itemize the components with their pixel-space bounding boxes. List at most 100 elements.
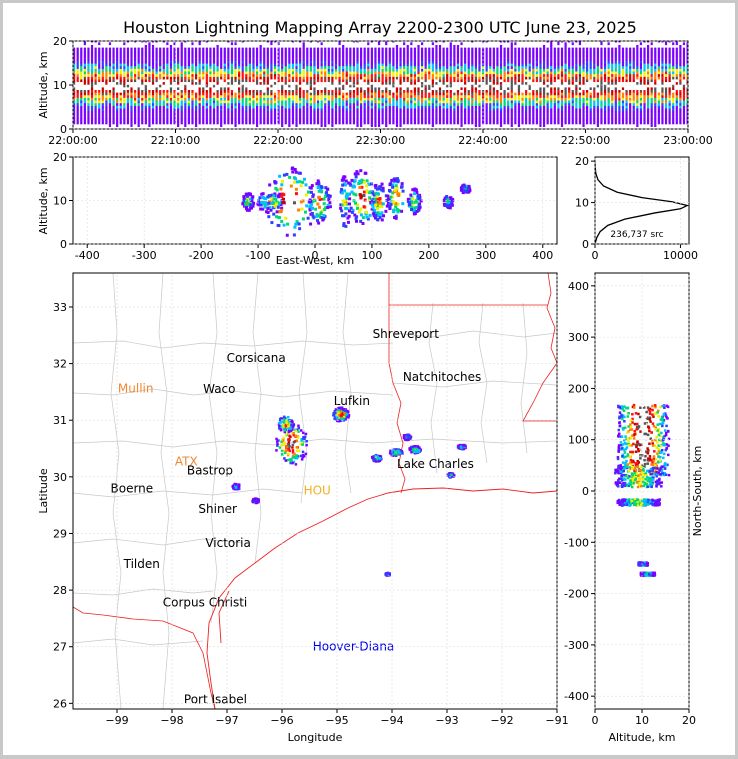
density-cell bbox=[377, 124, 381, 127]
density-cell bbox=[535, 118, 538, 122]
density-cell bbox=[453, 71, 456, 75]
density-cell bbox=[245, 105, 248, 109]
density-cell bbox=[230, 84, 234, 88]
density-cell bbox=[392, 100, 395, 104]
density-cell bbox=[460, 60, 463, 64]
density-cell bbox=[657, 121, 660, 125]
density-cell bbox=[324, 118, 327, 122]
density-cell bbox=[593, 68, 596, 72]
density-cell bbox=[349, 52, 352, 56]
density-cell bbox=[342, 110, 345, 114]
density-cell bbox=[639, 74, 643, 77]
density-cell bbox=[557, 105, 560, 109]
density-cell bbox=[241, 74, 244, 77]
density-cell bbox=[431, 103, 434, 106]
density-cell bbox=[291, 87, 295, 90]
density-cell bbox=[288, 50, 291, 54]
density-cell bbox=[151, 55, 155, 59]
density-cell bbox=[621, 113, 625, 117]
density-cell bbox=[449, 52, 452, 56]
density-cell bbox=[338, 103, 341, 106]
density-cell bbox=[216, 55, 219, 59]
density-cell bbox=[98, 74, 101, 77]
density-cell bbox=[417, 63, 420, 67]
density-cell bbox=[571, 81, 574, 85]
density-cell bbox=[657, 47, 660, 51]
density-cell bbox=[302, 60, 305, 64]
density-cell bbox=[245, 108, 248, 112]
density-cell bbox=[238, 103, 241, 106]
density-cell bbox=[76, 68, 79, 72]
density-cell bbox=[489, 110, 492, 114]
density-cell bbox=[212, 50, 216, 54]
density-cell bbox=[392, 97, 395, 101]
density-cell bbox=[521, 113, 524, 117]
density-cell bbox=[194, 121, 198, 125]
density-cell bbox=[431, 105, 434, 109]
density-cell bbox=[234, 50, 237, 54]
density-cell bbox=[607, 58, 610, 61]
density-cell bbox=[363, 118, 366, 122]
density-cell bbox=[471, 41, 474, 43]
density-cell bbox=[471, 118, 474, 122]
density-cell bbox=[525, 76, 528, 80]
density-cell bbox=[456, 60, 460, 64]
density-cell bbox=[639, 58, 643, 61]
density-cell bbox=[116, 50, 119, 54]
density-cell bbox=[639, 79, 643, 83]
density-cell bbox=[489, 100, 492, 104]
density-cell bbox=[385, 71, 388, 75]
density-cell bbox=[478, 95, 481, 98]
density-cell bbox=[263, 74, 266, 77]
density-cell bbox=[288, 81, 291, 85]
density-cell bbox=[374, 87, 377, 90]
density-cell bbox=[521, 63, 524, 67]
density-cell bbox=[209, 89, 212, 93]
density-cell bbox=[338, 108, 341, 112]
density-cell bbox=[431, 84, 434, 88]
density-cell bbox=[137, 79, 140, 83]
density-cell bbox=[320, 110, 323, 114]
density-cell bbox=[216, 103, 219, 106]
density-cell bbox=[553, 121, 556, 125]
density-cell bbox=[281, 121, 284, 125]
density-cell bbox=[76, 118, 79, 122]
density-cell bbox=[650, 121, 653, 125]
density-cell bbox=[614, 84, 617, 88]
density-cell bbox=[94, 74, 97, 77]
density-cell bbox=[187, 105, 190, 109]
density-cell bbox=[546, 81, 549, 85]
density-cell bbox=[410, 84, 413, 88]
density-cell bbox=[230, 95, 234, 98]
density-cell bbox=[442, 60, 445, 64]
density-cell bbox=[528, 87, 531, 90]
density-cell bbox=[273, 47, 277, 51]
density-cell bbox=[327, 113, 330, 117]
density-cell bbox=[621, 71, 625, 75]
density-cell bbox=[460, 92, 463, 96]
density-cell bbox=[564, 108, 567, 112]
density-cell bbox=[510, 95, 513, 98]
density-cell bbox=[607, 68, 610, 72]
density-cell bbox=[133, 92, 137, 96]
density-cell bbox=[209, 52, 212, 56]
density-cell bbox=[101, 52, 104, 56]
density-cell bbox=[255, 103, 259, 106]
density-cell bbox=[593, 103, 596, 106]
density-cell bbox=[205, 41, 208, 43]
density-cell bbox=[194, 105, 198, 109]
density-cell bbox=[155, 103, 158, 106]
density-cell bbox=[212, 47, 216, 51]
density-cell bbox=[517, 110, 521, 114]
density-cell bbox=[316, 60, 320, 64]
density-cell bbox=[352, 41, 356, 43]
density-cell bbox=[374, 92, 377, 96]
density-cell bbox=[277, 74, 280, 77]
density-cell bbox=[607, 84, 610, 88]
density-cell bbox=[281, 124, 284, 127]
density-cell bbox=[212, 58, 216, 61]
density-cell bbox=[241, 71, 244, 75]
density-cell bbox=[248, 71, 251, 75]
density-cell bbox=[621, 110, 625, 114]
density-cell bbox=[166, 103, 169, 106]
